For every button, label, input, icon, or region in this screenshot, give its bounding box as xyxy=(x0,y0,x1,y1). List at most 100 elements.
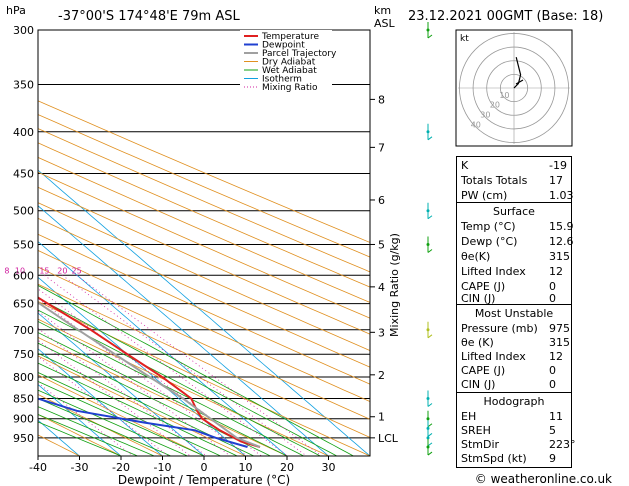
km-tick-label: 6 xyxy=(378,194,385,207)
hodograph-table: Hodograph EH 11 SREH 5 StmDir 223° StmSpd (… xyxy=(456,392,576,468)
wind-barb-flag xyxy=(427,334,433,339)
wet-adiabat-line xyxy=(38,406,155,456)
wind-barb-dot xyxy=(426,426,430,430)
dry-adiabat-line xyxy=(38,318,329,456)
dry-adiabat-line xyxy=(38,171,370,319)
km-label: km xyxy=(374,4,391,17)
x-tick-label: 0 xyxy=(201,461,208,474)
table-row: PW (cm) 1.03 xyxy=(461,189,574,202)
table-row: CAPE (J) 0 xyxy=(461,280,556,293)
most-unstable-title: Most Unstable xyxy=(474,307,554,320)
x-tick-label: 20 xyxy=(280,461,294,474)
dry-adiabat-line xyxy=(38,374,205,456)
isotherm-line xyxy=(38,169,370,456)
most-unstable-table: Most Unstable Pressure (mb) 975 θe (K) 315… xyxy=(456,304,572,394)
hodograph-unit: kt xyxy=(460,34,469,44)
dry-adiabat-line xyxy=(38,355,246,456)
table-row: θe(K) 315 xyxy=(461,250,570,263)
wind-barb-flag xyxy=(427,433,433,437)
datetime-title: 23.12.2021 00GMT (Base: 18) xyxy=(408,9,603,24)
dry-adiabat-line xyxy=(38,100,370,243)
wind-barb-dot xyxy=(426,396,430,400)
dry-adiabat-line xyxy=(38,217,370,368)
table-row: Lifted Index 12 xyxy=(461,265,563,278)
x-tick-label: -10 xyxy=(154,461,172,474)
x-axis-label: Dewpoint / Temperature (°C) xyxy=(118,473,290,486)
dry-adiabat-line xyxy=(38,394,163,456)
series-parcel-trajectory xyxy=(38,301,261,448)
legend-entry: Dewpoint xyxy=(262,41,305,51)
wet-adiabat-line xyxy=(38,362,238,456)
pressure-tick-label: 400 xyxy=(13,126,34,139)
mixing-ratio-line xyxy=(38,310,231,456)
hodograph-ring-label: 40 xyxy=(471,120,481,129)
isotherm-line xyxy=(38,205,329,456)
dry-adiabat-line xyxy=(38,186,370,335)
mixing-ratio-label: 10 xyxy=(15,266,25,275)
km-tick-label: 5 xyxy=(378,238,385,251)
mixing-ratio-label: 25 xyxy=(71,266,81,275)
km-tick-label: 7 xyxy=(378,141,385,154)
dry-adiabat-line xyxy=(38,114,370,258)
pressure-tick-label: 900 xyxy=(13,413,34,426)
pressure-tick-label: 850 xyxy=(13,392,34,405)
km-tick-label: LCL xyxy=(378,432,399,445)
wind-barb-flag xyxy=(427,442,433,447)
wet-adiabat-line xyxy=(38,309,321,456)
hodograph-trace xyxy=(513,57,522,89)
table-row: CIN (J) 0 xyxy=(461,378,556,391)
pressure-tick-label: 550 xyxy=(13,238,34,251)
x-tick-label: 10 xyxy=(239,461,253,474)
table-row: CAPE (J) 0 xyxy=(461,364,556,377)
dry-adiabat-line xyxy=(38,128,370,273)
location-title: -37°00'S 174°48'E 79m ASL xyxy=(58,9,240,24)
x-tick-label: -40 xyxy=(29,461,47,474)
pressure-tick-label: 650 xyxy=(13,298,34,311)
series-temperature xyxy=(38,296,261,448)
x-tick-label: 30 xyxy=(322,461,336,474)
table-row: Temp (°C) 15.9 xyxy=(461,220,574,233)
surface-title: Surface xyxy=(493,205,535,218)
wind-barb-dot xyxy=(426,130,430,134)
hodograph-ring-label: 20 xyxy=(490,101,500,110)
wet-adiabat-line xyxy=(38,398,171,456)
km-tick-label: 1 xyxy=(378,411,385,424)
pressure-tick-label: 350 xyxy=(13,79,34,92)
isotherm-line xyxy=(38,348,163,456)
isotherm-line xyxy=(38,276,246,456)
x-tick-label: -30 xyxy=(71,461,89,474)
wet-adiabat-line xyxy=(38,381,205,456)
hpa-label: hPa xyxy=(6,4,26,17)
wind-barb-flag xyxy=(427,136,433,141)
wind-barb-dot xyxy=(426,28,430,32)
wind-barb-flag xyxy=(427,451,433,456)
dry-adiabat-line xyxy=(38,250,370,402)
legend-entry: Temperature xyxy=(261,32,319,42)
wind-barb-dot xyxy=(426,328,430,332)
km-tick-label: 3 xyxy=(378,326,385,339)
km-tick-label: 4 xyxy=(378,281,385,294)
table-row: StmDir 223° xyxy=(461,438,576,451)
credit-text: © weatheronline.co.uk xyxy=(475,472,612,486)
legend-entry: Dry Adiabat xyxy=(262,58,316,68)
wet-adiabat-line xyxy=(38,321,304,456)
km-tick-label: 2 xyxy=(378,369,385,382)
wind-barb-dot xyxy=(426,417,430,421)
wet-adiabat-line xyxy=(38,372,221,456)
pressure-tick-label: 450 xyxy=(13,167,34,180)
table-row: Pressure (mb) 975 xyxy=(461,322,570,335)
pressure-tick-label: 600 xyxy=(13,269,34,282)
pressure-tick-label: 300 xyxy=(13,24,34,37)
table-row: Totals Totals 17 xyxy=(461,174,563,187)
table-row: EH 11 xyxy=(461,410,563,423)
dry-adiabat-line xyxy=(38,142,370,288)
wind-barb-dot xyxy=(426,209,430,213)
legend-entry: Mixing Ratio xyxy=(262,83,318,93)
hodograph-ring-label: 10 xyxy=(499,91,509,100)
wet-adiabat-line xyxy=(38,352,254,456)
wet-adiabat-line xyxy=(38,342,271,456)
table-row: K -19 xyxy=(461,159,567,172)
wind-barb-flag xyxy=(427,215,433,220)
